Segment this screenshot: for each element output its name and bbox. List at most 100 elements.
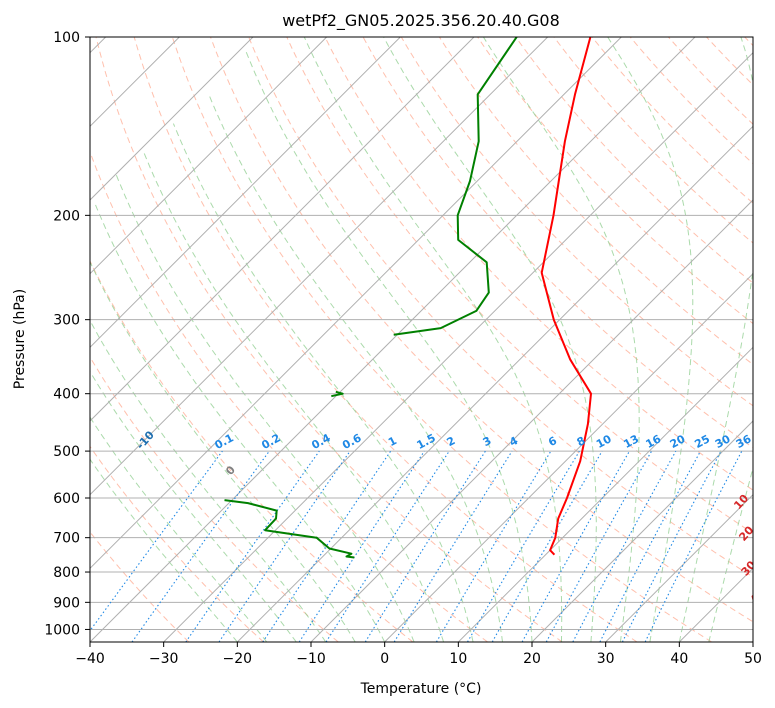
y-axis: 100 200 300 400 500 600 700 800 900 1000	[44, 30, 90, 638]
mixing-ratio-line	[572, 450, 677, 642]
mixing-ratio-line	[131, 450, 270, 642]
mixing-ratio-line	[393, 450, 513, 642]
moist-adiabat-line	[93, 201, 386, 642]
dry-adiabat-line	[95, 37, 563, 642]
mixing-ratio-label: 25	[692, 432, 712, 451]
dry-adiabat-line	[515, 37, 753, 284]
mixing-ratio-line	[218, 450, 351, 642]
mixing-ratio-label: 0.4	[309, 431, 333, 452]
dry-adiabat-line	[171, 37, 712, 642]
x-tick-label: −20	[223, 651, 253, 667]
isotherm-line	[236, 125, 753, 642]
dry-adiabat-line	[553, 37, 753, 244]
plot-labels: 0.10.20.40.611.52346810131620253036-100-…	[134, 428, 768, 606]
mixing-ratio-label: 0.1	[213, 431, 236, 452]
mixing-ratio-label: 36	[734, 432, 754, 451]
mixing-ratio-label: 0.2	[259, 431, 282, 452]
moist-adiabat-line	[482, 37, 640, 642]
dewpoint-line	[331, 390, 344, 398]
wet-bulb-label: 10	[731, 492, 751, 512]
y-tick-label: 900	[53, 595, 80, 611]
dry-adiabat-line	[133, 37, 638, 642]
isotherm-line	[384, 272, 753, 642]
isobars	[90, 37, 753, 630]
x-tick-label: −10	[296, 651, 326, 667]
y-tick-label: 700	[53, 531, 80, 547]
mixing-ratio-line	[644, 450, 743, 642]
mixing-ratio-line	[599, 450, 701, 642]
dry-adiabat-line	[706, 37, 753, 86]
dry-adiabat-line	[286, 37, 753, 534]
moist-adiabat-line	[90, 260, 356, 642]
wet-bulb-label: 40	[748, 586, 768, 606]
isotherm-line	[531, 420, 753, 642]
isotherm-line	[752, 641, 753, 642]
x-axis-label: Temperature (°C)	[360, 681, 482, 697]
mixing-ratio-label: 1	[386, 434, 399, 449]
moist-adiabat-line	[708, 466, 753, 642]
x-tick-label: 10	[449, 651, 467, 667]
mixing-ratio-line	[545, 450, 653, 642]
isotherm-line	[90, 37, 328, 275]
x-tick-label: 40	[670, 651, 688, 667]
moist-adiabat-line	[90, 416, 268, 642]
y-tick-label: 500	[53, 444, 80, 460]
mixing-ratio-label: 6	[546, 434, 559, 449]
mixing-ratio-label: 30	[713, 432, 733, 451]
mixing-ratio-line	[262, 450, 392, 642]
isotherms	[90, 37, 753, 642]
moist-adiabat-line	[303, 37, 563, 642]
plot-frame	[89, 36, 754, 643]
y-tick-label: 600	[53, 491, 80, 507]
mixing-ratio-line	[467, 450, 580, 642]
dry-adiabat-line	[90, 356, 339, 642]
dewpoint-line	[393, 37, 518, 336]
moist-adiabat-line	[172, 123, 474, 642]
isotherm-line	[457, 346, 753, 642]
moist-adiabat-line	[90, 370, 297, 642]
dry-adiabat-line	[90, 445, 264, 642]
dry-adiabat-line	[90, 259, 414, 642]
mixing-ratio-line	[325, 450, 450, 642]
x-tick-label: 0	[380, 651, 389, 667]
mixing-ratio-label: 4	[507, 434, 520, 449]
mixing-ratio-line	[90, 450, 223, 632]
x-axis: −40 −30 −20 −10 0 10 20 30 40 50	[75, 642, 762, 667]
moist-adiabat-line	[607, 37, 694, 642]
mixing-ratio-label: 2	[445, 434, 458, 449]
dry-adiabat-line	[668, 37, 753, 125]
dry-adiabat-label: -10	[134, 428, 157, 452]
mixing-ratio-line	[298, 450, 425, 642]
x-tick-label: 50	[744, 651, 762, 667]
moist-adiabats	[90, 37, 753, 642]
dry-adiabat-line	[591, 37, 753, 204]
plot-area: 0.10.20.40.611.52346810131620253036-100-…	[90, 37, 768, 642]
dry-adiabats	[90, 37, 753, 642]
wet-bulb-label: 30	[739, 558, 759, 578]
mixing-ratio-label: 1.5	[415, 431, 438, 452]
mixing-ratio-line	[364, 450, 486, 642]
chart-title: wetPf2_GN05.2025.356.20.40.G08	[282, 11, 560, 31]
moist-adiabat-line	[383, 37, 597, 642]
moist-adiabat-line	[115, 173, 415, 642]
isotherm-line	[90, 37, 254, 201]
dry-adiabat-line	[90, 150, 488, 642]
isotherm-line	[90, 37, 475, 422]
dry-adiabat-label: 0	[223, 463, 238, 478]
dry-adiabat-line	[248, 37, 753, 578]
mixing-ratio-label: 0.6	[340, 431, 364, 452]
moist-adiabat-line	[244, 49, 533, 642]
temperature-line	[540, 37, 592, 556]
isotherm-line	[310, 199, 753, 642]
moist-adiabat-line	[678, 37, 753, 642]
dewpoint-line	[224, 499, 355, 559]
dry-adiabat-line	[744, 37, 753, 47]
moist-adiabat-line	[208, 94, 503, 642]
moist-adiabat-line	[90, 458, 238, 642]
mixing-ratio-line	[521, 450, 630, 642]
y-tick-label: 400	[53, 387, 80, 403]
dry-adiabat-line	[210, 37, 753, 623]
x-tick-label: −30	[149, 651, 179, 667]
mixing-ratio-label: 20	[668, 432, 688, 451]
